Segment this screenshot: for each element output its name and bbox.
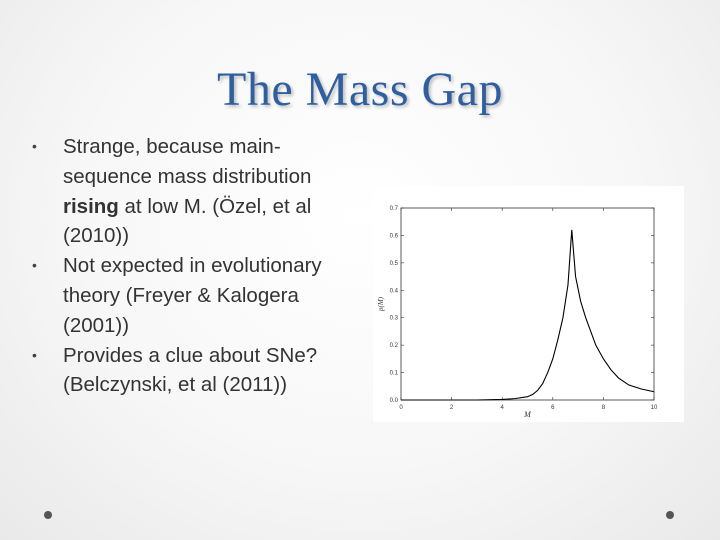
x-tick-label: 8	[602, 405, 606, 411]
y-tick-label: 0.6	[390, 233, 399, 239]
x-tick-label: 2	[450, 405, 454, 411]
chart-svg: 0 2 4 6 8 10 0.0 0.1 0.2 0.3 0.4 0.5 0.6 0.7 Mp(M)	[377, 206, 658, 419]
bullet-dot-icon: •	[32, 257, 37, 274]
corner-dot-icon	[44, 511, 52, 519]
x-tick-label: 0	[399, 405, 403, 411]
bullet-bold-text: rising	[63, 194, 119, 218]
series-line	[401, 229, 655, 401]
corner-dot-icon	[666, 511, 674, 519]
x-tick-label: 10	[651, 405, 658, 411]
bullet-text: Not expected in evolutionary theory (Fre…	[63, 254, 322, 337]
x-axis-label: M	[523, 410, 532, 419]
bullet-text: Provides a clue about SNe? (Belczynski, …	[63, 343, 318, 397]
bullet-item: • Not expected in evolutionary theory (F…	[30, 251, 340, 340]
y-tick-label: 0.1	[390, 371, 399, 377]
x-tick-label: 6	[551, 405, 555, 411]
y-tick-label: 0.2	[390, 343, 399, 349]
y-axis-label: p(M)	[377, 296, 385, 312]
y-tick-label: 0.5	[390, 261, 399, 267]
plot-frame	[400, 207, 655, 401]
y-tick-label: 0.0	[390, 398, 399, 404]
y-tick-label: 0.4	[390, 288, 399, 294]
bullet-dot-icon: •	[32, 138, 37, 154]
bullet-text: Strange, because main-sequence mass dist…	[63, 135, 312, 188]
y-tick-label: 0.7	[390, 206, 399, 212]
bullet-text: at low M. (Özel, et al (2010))	[63, 194, 312, 248]
bullet-dot-icon: •	[32, 346, 37, 363]
bullet-list: • Strange, because main-sequence mass di…	[30, 132, 340, 400]
x-tick-label: 4	[501, 405, 505, 411]
bullet-item: • Strange, because main-sequence mass di…	[30, 132, 340, 251]
slide-title: The Mass Gap	[217, 63, 503, 116]
bullet-item: • Provides a clue about SNe? (Belczynski…	[30, 341, 340, 401]
y-tick-label: 0.3	[390, 316, 399, 322]
